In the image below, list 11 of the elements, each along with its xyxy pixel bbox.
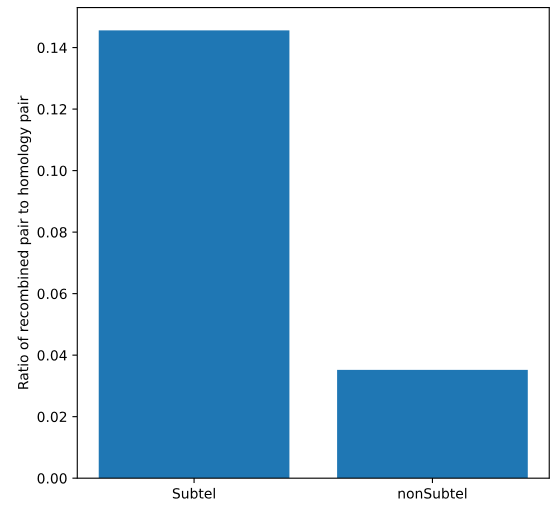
y-tick-label: 0.04 xyxy=(38,350,67,361)
y-tick-label: 0.10 xyxy=(38,166,67,176)
x-tick-label: nonSubtel xyxy=(398,488,466,499)
y-tick-label: 0.14 xyxy=(38,42,67,54)
y-tick-label: 0.08 xyxy=(38,227,67,238)
y-tick-label: 0.00 xyxy=(38,473,67,484)
x-tick-label: Subtel xyxy=(172,488,215,499)
y-tick-label: 0.06 xyxy=(38,288,67,300)
y-tick-label: 0.02 xyxy=(38,412,66,422)
y-tick-label: 0.12 xyxy=(38,104,66,115)
y-axis-title: Ratio of recombined pair to homology pair xyxy=(18,96,32,389)
